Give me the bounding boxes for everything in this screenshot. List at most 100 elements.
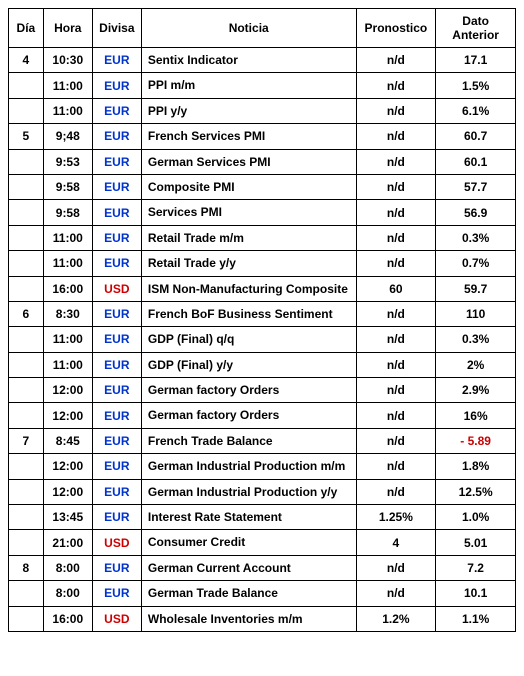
cell-dia	[9, 505, 44, 530]
cell-pronostico: n/d	[356, 428, 436, 453]
cell-dia	[9, 149, 44, 174]
cell-divisa: EUR	[92, 454, 141, 479]
cell-pronostico: n/d	[356, 174, 436, 199]
cell-dato-anterior: 56.9	[436, 200, 516, 225]
table-row: 78:45EURFrench Trade Balancen/d- 5.89	[9, 428, 516, 453]
cell-dia	[9, 98, 44, 123]
cell-dia	[9, 327, 44, 352]
cell-hora: 9;48	[43, 124, 92, 149]
cell-divisa: EUR	[92, 479, 141, 504]
table-row: 16:00USDISM Non-Manufacturing Composite6…	[9, 276, 516, 301]
table-row: 8:00EURGerman Trade Balancen/d10.1	[9, 581, 516, 606]
cell-dia: 4	[9, 48, 44, 73]
cell-pronostico: n/d	[356, 98, 436, 123]
cell-pronostico: n/d	[356, 327, 436, 352]
cell-dia: 8	[9, 555, 44, 580]
cell-hora: 9:53	[43, 149, 92, 174]
cell-dia: 6	[9, 301, 44, 326]
cell-hora: 12:00	[43, 403, 92, 428]
cell-dia	[9, 352, 44, 377]
cell-hora: 8:00	[43, 581, 92, 606]
cell-divisa: EUR	[92, 149, 141, 174]
cell-dato-anterior: 57.7	[436, 174, 516, 199]
cell-noticia: Composite PMI	[141, 174, 356, 199]
cell-dato-anterior: 12.5%	[436, 479, 516, 504]
cell-pronostico: 60	[356, 276, 436, 301]
cell-dia: 5	[9, 124, 44, 149]
table-row: 12:00EURGerman factory Ordersn/d16%	[9, 403, 516, 428]
cell-dato-anterior: 2%	[436, 352, 516, 377]
cell-hora: 13:45	[43, 505, 92, 530]
cell-divisa: EUR	[92, 378, 141, 403]
cell-pronostico: n/d	[356, 225, 436, 250]
cell-dato-anterior: 110	[436, 301, 516, 326]
cell-pronostico: n/d	[356, 378, 436, 403]
cell-divisa: EUR	[92, 555, 141, 580]
cell-pronostico: 1.25%	[356, 505, 436, 530]
table-row: 9:58EURComposite PMIn/d57.7	[9, 174, 516, 199]
cell-hora: 9:58	[43, 200, 92, 225]
col-header-dia: Día	[9, 9, 44, 48]
cell-dia	[9, 454, 44, 479]
table-row: 11:00EURGDP (Final) y/yn/d2%	[9, 352, 516, 377]
cell-pronostico: n/d	[356, 251, 436, 276]
cell-pronostico: n/d	[356, 454, 436, 479]
table-row: 21:00USDConsumer Credit45.01	[9, 530, 516, 555]
cell-divisa: USD	[92, 276, 141, 301]
cell-dia	[9, 73, 44, 98]
table-row: 11:00EURRetail Trade m/mn/d0.3%	[9, 225, 516, 250]
cell-dia	[9, 200, 44, 225]
cell-hora: 10:30	[43, 48, 92, 73]
cell-dato-anterior: 5.01	[436, 530, 516, 555]
cell-noticia: ISM Non-Manufacturing Composite	[141, 276, 356, 301]
cell-noticia: French BoF Business Sentiment	[141, 301, 356, 326]
cell-noticia: Retail Trade y/y	[141, 251, 356, 276]
cell-pronostico: n/d	[356, 555, 436, 580]
table-row: 12:00EURGerman factory Ordersn/d2.9%	[9, 378, 516, 403]
cell-dato-anterior: - 5.89	[436, 428, 516, 453]
cell-dato-anterior: 1.0%	[436, 505, 516, 530]
cell-noticia: PPI m/m	[141, 73, 356, 98]
table-row: 16:00USDWholesale Inventories m/m1.2%1.1…	[9, 606, 516, 631]
col-header-pronostico: Pronostico	[356, 9, 436, 48]
cell-pronostico: n/d	[356, 581, 436, 606]
cell-divisa: EUR	[92, 200, 141, 225]
table-row: 11:00EURGDP (Final) q/qn/d0.3%	[9, 327, 516, 352]
cell-noticia: GDP (Final) q/q	[141, 327, 356, 352]
table-row: 68:30EURFrench BoF Business Sentimentn/d…	[9, 301, 516, 326]
cell-dia	[9, 581, 44, 606]
cell-hora: 8:30	[43, 301, 92, 326]
cell-hora: 12:00	[43, 479, 92, 504]
cell-noticia: German Industrial Production y/y	[141, 479, 356, 504]
cell-noticia: German Industrial Production m/m	[141, 454, 356, 479]
cell-noticia: PPI y/y	[141, 98, 356, 123]
cell-noticia: French Services PMI	[141, 124, 356, 149]
cell-hora: 16:00	[43, 276, 92, 301]
table-row: 12:00EURGerman Industrial Production y/y…	[9, 479, 516, 504]
cell-divisa: EUR	[92, 124, 141, 149]
table-header-row: Día Hora Divisa Noticia Pronostico Dato …	[9, 9, 516, 48]
cell-hora: 11:00	[43, 98, 92, 123]
cell-noticia: Consumer Credit	[141, 530, 356, 555]
cell-dato-anterior: 10.1	[436, 581, 516, 606]
cell-noticia: German factory Orders	[141, 403, 356, 428]
cell-dia	[9, 251, 44, 276]
cell-hora: 8:45	[43, 428, 92, 453]
cell-pronostico: n/d	[356, 352, 436, 377]
table-row: 410:30EURSentix Indicatorn/d17.1	[9, 48, 516, 73]
cell-dia: 7	[9, 428, 44, 453]
table-row: 9:53EURGerman Services PMIn/d60.1	[9, 149, 516, 174]
cell-pronostico: n/d	[356, 200, 436, 225]
cell-hora: 11:00	[43, 327, 92, 352]
cell-divisa: EUR	[92, 403, 141, 428]
cell-pronostico: 4	[356, 530, 436, 555]
cell-hora: 12:00	[43, 454, 92, 479]
cell-divisa: USD	[92, 606, 141, 631]
cell-divisa: EUR	[92, 174, 141, 199]
cell-dia	[9, 403, 44, 428]
cell-noticia: Wholesale Inventories m/m	[141, 606, 356, 631]
table-row: 11:00EURPPI m/mn/d1.5%	[9, 73, 516, 98]
cell-noticia: German Current Account	[141, 555, 356, 580]
cell-pronostico: n/d	[356, 479, 436, 504]
col-header-hora: Hora	[43, 9, 92, 48]
